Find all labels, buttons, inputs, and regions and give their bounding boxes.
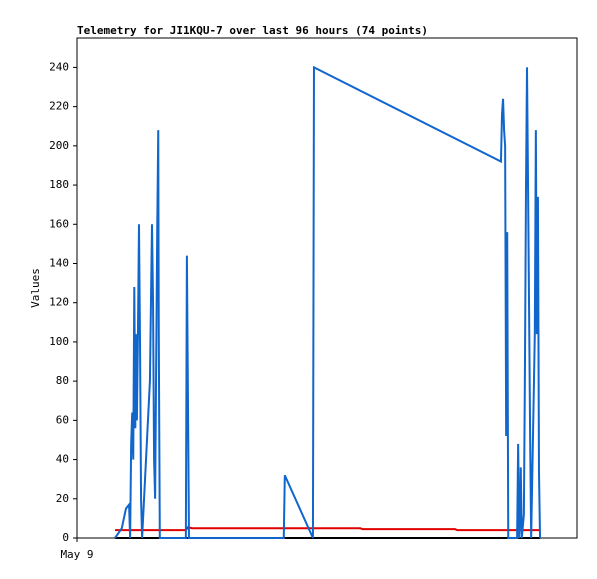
y-tick-label: 220 [49, 100, 69, 113]
y-tick-label: 100 [49, 335, 69, 348]
y-tick-label: 140 [49, 256, 69, 269]
series-line [114, 65, 542, 539]
y-tick-label: 120 [49, 296, 69, 309]
y-tick-label: 60 [56, 413, 69, 426]
y-tick-label: 80 [56, 374, 69, 387]
y-tick-label: 20 [56, 492, 69, 505]
y-tick-label: 160 [49, 217, 69, 230]
y-tick-label: 240 [49, 60, 69, 73]
y-axis-label: Values [29, 268, 42, 308]
y-tick-label: 0 [62, 531, 69, 544]
chart-title: Telemetry for JI1KQU-7 over last 96 hour… [77, 24, 428, 37]
x-tick-label: May 9 [60, 548, 93, 561]
y-tick-label: 180 [49, 178, 69, 191]
y-tick-label: 40 [56, 453, 69, 466]
y-tick-label: 200 [49, 139, 69, 152]
